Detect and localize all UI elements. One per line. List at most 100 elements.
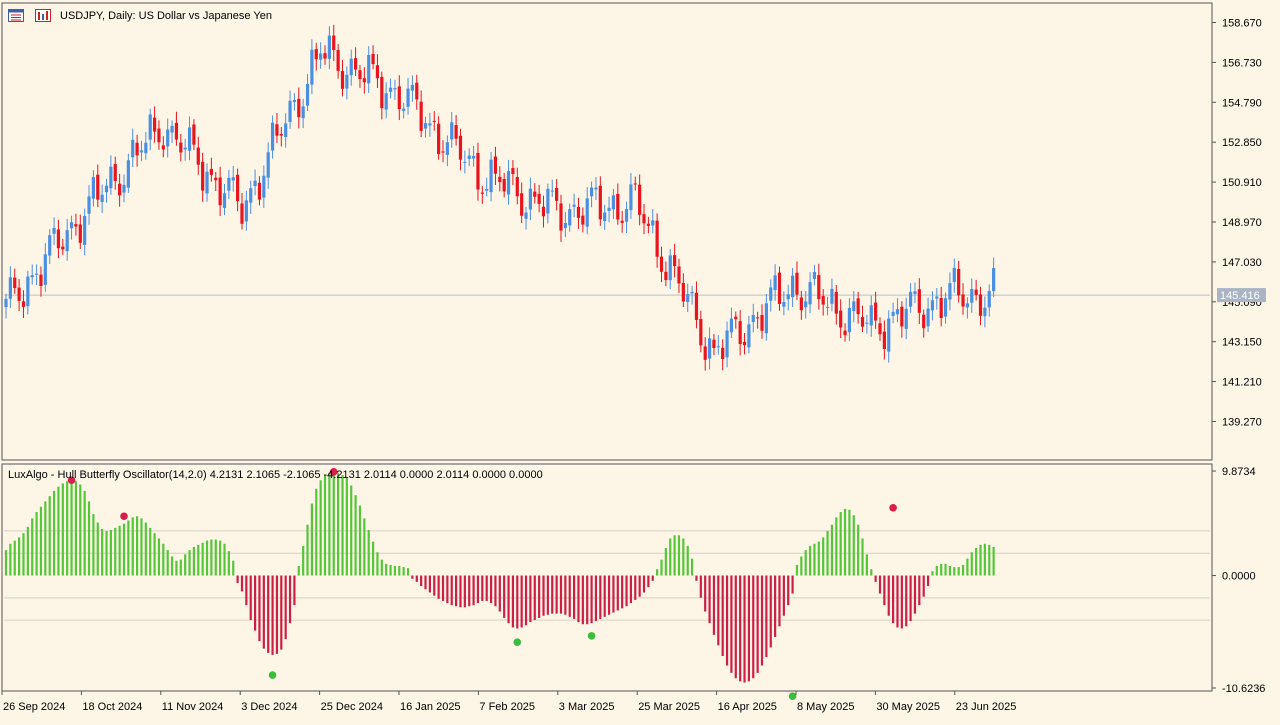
candle-body [148, 114, 152, 140]
candle-body [576, 206, 581, 218]
candle-body [935, 296, 939, 299]
candle-body [284, 123, 288, 137]
candle-body [463, 161, 467, 163]
oscillator-levels [4, 530, 1210, 621]
candle-body [611, 195, 616, 210]
candle-body [218, 177, 222, 206]
candle-body [563, 222, 567, 229]
candle-body [716, 346, 720, 348]
candle-body [917, 289, 921, 313]
candle-body [589, 187, 594, 197]
candle-body [598, 185, 602, 220]
candle-body [821, 296, 825, 305]
candle-body [454, 125, 458, 139]
candle-body [126, 160, 130, 188]
candle-body [323, 53, 327, 59]
price-tick-label: 139.270 [1222, 417, 1262, 429]
time-tick-label: 25 Mar 2025 [638, 701, 700, 713]
candle-body [624, 209, 629, 222]
candle-body [441, 151, 445, 153]
candle-body [983, 307, 987, 317]
time-tick-label: 16 Jan 2025 [400, 701, 461, 713]
candle-body [957, 268, 961, 296]
candle-body [131, 139, 135, 158]
candle-body [266, 152, 270, 178]
candle-body [367, 54, 371, 84]
time-tick-label: 23 Jun 2025 [956, 701, 1017, 713]
chart-list-icon[interactable] [8, 9, 24, 22]
candle-body [533, 191, 537, 197]
candle-body [471, 156, 476, 159]
candle-body [729, 318, 734, 333]
candle-body [616, 193, 620, 220]
candle-body [607, 207, 611, 211]
candle-body [262, 175, 266, 198]
indicator-label: LuxAlgo - Hull Butterfly Oscillator(14,2… [8, 469, 543, 481]
candle-body [581, 215, 585, 225]
price-tick-label: 150.910 [1222, 177, 1262, 189]
candle-body [257, 182, 262, 200]
candle-body [8, 277, 12, 299]
candle-body [485, 189, 489, 191]
candle-body [651, 220, 655, 226]
candle-body [423, 123, 428, 129]
candle-body [358, 70, 362, 80]
candles-group [4, 24, 996, 371]
candle-body [629, 184, 633, 211]
time-tick-label: 16 Apr 2025 [718, 701, 777, 713]
candle-body [694, 292, 699, 320]
candle-body [707, 338, 712, 359]
candle-body [118, 183, 122, 196]
candle-body [511, 168, 515, 174]
candle-body [301, 106, 305, 119]
candle-body [939, 298, 943, 319]
candle-body [524, 212, 528, 219]
candle-body [170, 125, 174, 133]
candle-body [144, 142, 148, 154]
candle-body [913, 291, 917, 295]
candle-body [340, 71, 345, 89]
candle-body [450, 122, 454, 140]
price-axis: 158.670 156.730 154.790 152.850 150.910 148.9… [1212, 18, 1266, 429]
price-tick-label: 147.030 [1222, 257, 1262, 269]
candle-body [432, 120, 436, 122]
candle-body [528, 188, 532, 210]
current-price-label: 145.416 [1220, 290, 1260, 302]
candle-body [568, 209, 572, 226]
price-tick-label: 152.850 [1222, 137, 1262, 149]
candle-body [332, 35, 336, 51]
candle-body [668, 255, 672, 281]
time-tick-label: 18 Oct 2024 [82, 701, 142, 713]
candle-body [345, 74, 349, 89]
candle-body [948, 283, 952, 300]
candle-body [747, 324, 751, 348]
candle-body [30, 275, 34, 278]
candle-body [891, 311, 895, 316]
candle-body [594, 187, 598, 190]
oscillator-axis: 9.8734 0.0000 -10.6236 [1212, 466, 1265, 695]
chart-bars-icon[interactable] [35, 9, 51, 22]
candle-body [139, 150, 144, 153]
candle-body [506, 171, 511, 195]
candle-body [297, 98, 301, 118]
candle-body [786, 294, 790, 300]
candle-body [952, 267, 956, 282]
candle-body [13, 277, 17, 288]
candle-body [327, 35, 331, 59]
candle-body [415, 82, 419, 100]
candle-body [493, 156, 498, 174]
candle-body [100, 194, 104, 203]
candle-body [249, 188, 253, 203]
candle-body [764, 303, 768, 334]
candle-body [760, 314, 764, 331]
price-tick-label: 158.670 [1222, 18, 1262, 30]
candle-body [69, 222, 74, 229]
candle-body [17, 287, 21, 301]
candle-body [43, 254, 47, 285]
candle-body [978, 294, 983, 316]
candle-body [61, 246, 65, 250]
candle-body [795, 272, 799, 295]
price-tick-label: 148.970 [1222, 217, 1262, 229]
